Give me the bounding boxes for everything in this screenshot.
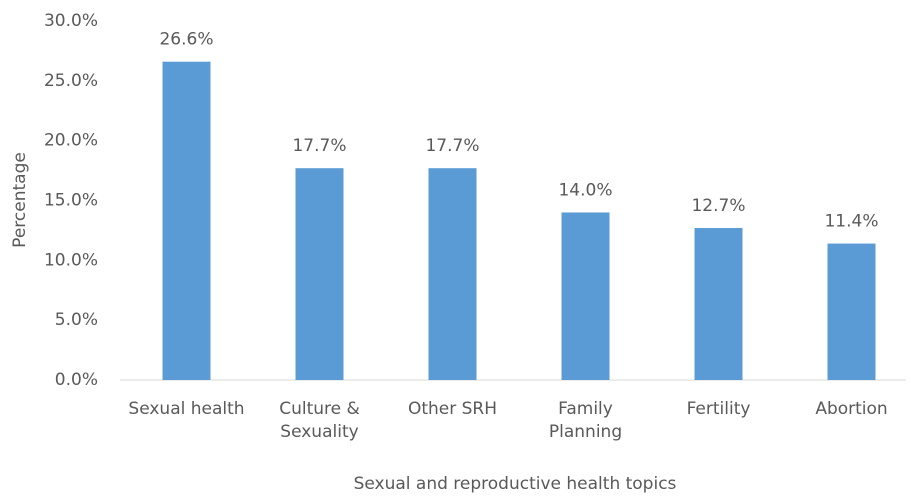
value-label: 12.7% bbox=[691, 196, 745, 216]
y-tick-label: 30.0% bbox=[44, 11, 98, 31]
bar bbox=[295, 168, 344, 380]
value-label: 26.6% bbox=[159, 30, 213, 50]
x-tick-label: Sexual health bbox=[128, 399, 245, 419]
bar bbox=[561, 212, 610, 380]
bar bbox=[428, 168, 477, 380]
x-tick-label: Culture & Sexuality bbox=[279, 399, 360, 442]
value-label: 17.7% bbox=[425, 136, 479, 156]
x-tick-label: Abortion bbox=[815, 399, 888, 419]
x-tick-label: Family Planning bbox=[548, 399, 623, 442]
x-tick-label: Fertility bbox=[686, 399, 751, 419]
value-label: 17.7% bbox=[292, 136, 346, 156]
value-label: 11.4% bbox=[824, 212, 878, 232]
bar bbox=[694, 228, 743, 380]
y-tick-label: 25.0% bbox=[44, 71, 98, 91]
x-tick-label-box: Other SRH bbox=[407, 399, 498, 419]
y-tick-label: 15.0% bbox=[44, 191, 98, 211]
value-label: 14.0% bbox=[558, 180, 612, 200]
x-tick-label-box: Fertility bbox=[686, 399, 751, 419]
y-tick-label: 20.0% bbox=[44, 131, 98, 151]
y-tick-label: 0.0% bbox=[55, 370, 98, 390]
x-axis-label: Sexual and reproductive health topics bbox=[354, 474, 677, 494]
x-tick-label-box: Abortion bbox=[815, 399, 888, 419]
y-axis-label: Percentage bbox=[10, 152, 30, 248]
y-tick-label: 5.0% bbox=[55, 310, 98, 330]
x-tick-label-box: Culture & Sexuality bbox=[279, 399, 360, 442]
bar bbox=[827, 243, 876, 380]
y-tick-label: 10.0% bbox=[44, 250, 98, 270]
x-tick-label: Other SRH bbox=[407, 399, 498, 419]
bar bbox=[162, 61, 211, 380]
x-tick-label-box: Family Planning bbox=[548, 399, 623, 442]
x-tick-label-box: Sexual health bbox=[128, 399, 245, 419]
